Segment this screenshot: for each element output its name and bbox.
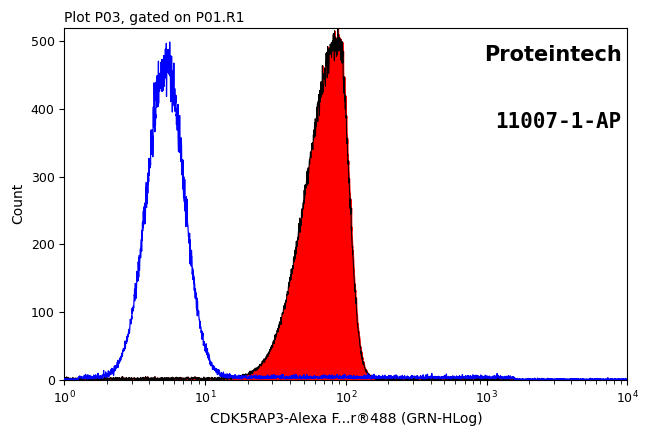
Text: Plot P03, gated on P01.R1: Plot P03, gated on P01.R1 (64, 11, 245, 25)
X-axis label: CDK5RAP3-Alexa F...r®488 (GRN-HLog): CDK5RAP3-Alexa F...r®488 (GRN-HLog) (209, 412, 482, 426)
Text: Proteintech: Proteintech (484, 45, 622, 65)
Text: 11007-1-AP: 11007-1-AP (495, 112, 622, 132)
Y-axis label: Count: Count (11, 183, 25, 225)
